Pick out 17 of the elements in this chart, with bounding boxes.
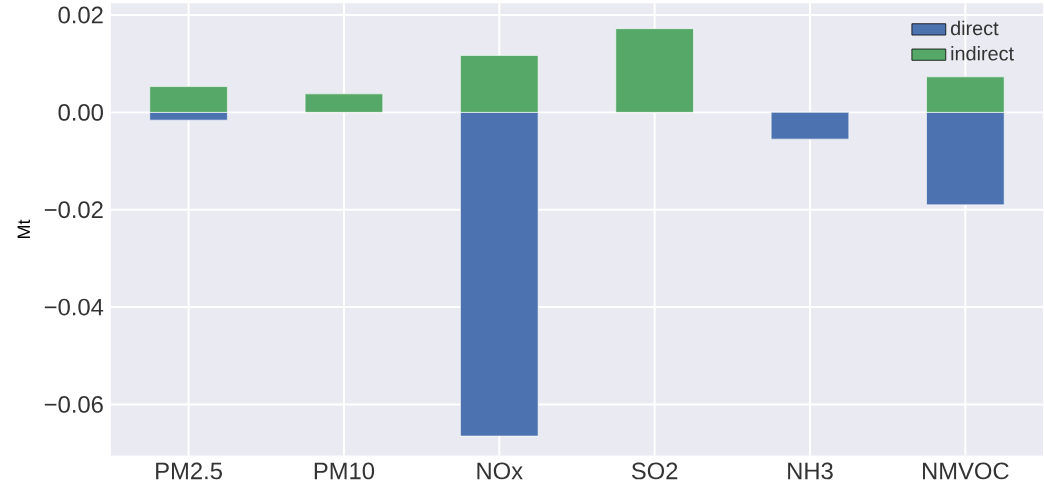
y-tick-label: 0.02 — [58, 6, 103, 24]
y-tick-label: −0.02 — [44, 201, 103, 219]
legend-label: indirect — [951, 45, 1014, 61]
bar — [770, 112, 850, 140]
bar — [304, 93, 384, 113]
x-tick-label: SO2 — [631, 462, 678, 480]
y-tick-label: 0.00 — [58, 103, 103, 121]
x-tick-label: NOx — [477, 462, 523, 480]
x-tick-label: PM10 — [314, 462, 375, 480]
y-tick-label: −0.06 — [44, 395, 103, 413]
x-tick-label: PM2.5 — [156, 462, 222, 480]
y-axis-title: Mt — [17, 219, 31, 238]
x-tick-label: NH3 — [788, 462, 833, 480]
y-tick-label: −0.04 — [44, 298, 104, 316]
bar — [615, 28, 694, 113]
legend-label: direct — [950, 20, 999, 36]
x-tick-label: NMVOC — [923, 462, 1009, 480]
